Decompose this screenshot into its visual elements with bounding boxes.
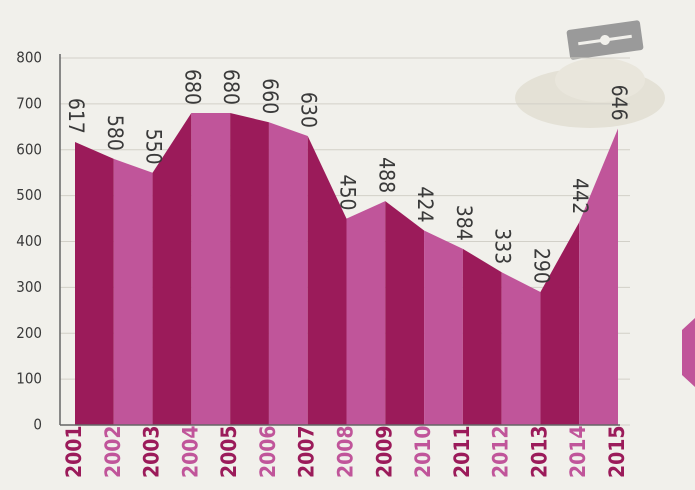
area-stripe [502, 272, 541, 425]
x-tick-label: 2008 [334, 425, 358, 478]
x-tick-label: 2009 [372, 425, 396, 478]
y-tick-label: 700 [16, 94, 42, 112]
razor-blade [566, 20, 643, 60]
area-stripe [424, 230, 463, 425]
x-tick-label: 2003 [140, 425, 164, 478]
value-label: 630 [297, 92, 321, 128]
value-label: 442 [568, 178, 592, 214]
value-label: 424 [413, 186, 437, 222]
x-tick-label: 2012 [489, 425, 513, 478]
area-stripe [463, 249, 502, 425]
value-label: 450 [336, 175, 360, 211]
razor-decoration [515, 20, 665, 128]
y-tick-label: 300 [16, 278, 42, 296]
area-stripe [75, 142, 114, 425]
value-label: 680 [180, 69, 204, 105]
y-tick-label: 100 [16, 370, 42, 388]
value-label: 580 [103, 115, 127, 151]
y-tick-label: 600 [16, 140, 42, 158]
value-label: 488 [374, 157, 398, 193]
y-tick-label: 400 [16, 232, 42, 250]
x-tick-label: 2007 [295, 425, 319, 478]
x-tick-label: 2014 [566, 425, 590, 478]
x-tick-label: 2013 [527, 425, 551, 478]
value-label: 290 [529, 248, 553, 284]
y-tick-label: 800 [16, 49, 42, 67]
area-stripe [269, 122, 308, 425]
value-label: 680 [219, 69, 243, 105]
value-label: 333 [491, 228, 515, 264]
y-tick-label: 0 [33, 416, 42, 434]
area-stripe [114, 159, 153, 425]
hexagon-decoration [682, 318, 695, 387]
x-tick-label: 2011 [450, 425, 474, 478]
page: {"chart_data": {"type": "area", "categor… [0, 0, 695, 490]
value-label: 617 [64, 98, 88, 134]
value-label: 550 [142, 129, 166, 165]
area-stripe [385, 201, 424, 425]
area-stripe [347, 201, 386, 425]
value-label: 384 [452, 205, 476, 241]
x-tick-label: 2006 [256, 425, 280, 478]
x-tick-label: 2010 [411, 425, 435, 478]
x-tick-label: 2005 [217, 425, 241, 478]
value-label: 660 [258, 78, 282, 114]
value-label: 646 [607, 85, 631, 121]
area-stripe [230, 113, 269, 425]
x-tick-label: 2001 [62, 425, 86, 478]
area-stripe [191, 113, 230, 425]
x-tick-label: 2015 [605, 425, 629, 478]
x-tick-label: 2002 [101, 425, 125, 478]
y-tick-label: 200 [16, 324, 42, 342]
area-stripe [579, 129, 618, 425]
y-tick-label: 500 [16, 186, 42, 204]
x-tick-label: 2004 [178, 425, 202, 478]
chart: 0 100 200 300 400 500 600 700 800 617 2001 580 2002 5… [0, 0, 695, 490]
